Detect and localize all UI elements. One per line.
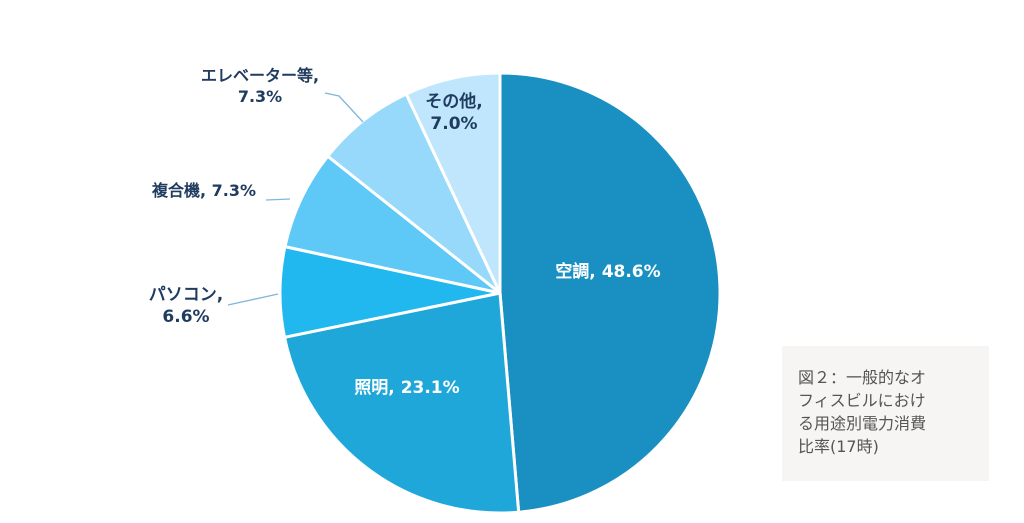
slice-label: 空調, 48.6% bbox=[555, 261, 660, 282]
pie-slice bbox=[283, 291, 521, 515]
slice-label: 複合機, 7.3% bbox=[151, 181, 256, 200]
slice-labels: 空調, 48.6% 照明, 23.1% パソコン, 6.6% 複合機, 7.3% エレベー… bbox=[149, 66, 661, 398]
slice-label: パソコン, 6.6% bbox=[149, 285, 223, 327]
pie-slice bbox=[326, 92, 502, 295]
leader-line bbox=[227, 293, 279, 306]
caption-line: る用途別電力消費 bbox=[798, 414, 927, 433]
slice-label: 照明, 23.1% bbox=[354, 378, 459, 398]
leader-line bbox=[324, 92, 364, 123]
pie-slices bbox=[278, 71, 722, 515]
pie-slice bbox=[404, 71, 502, 295]
pie-slice bbox=[283, 154, 502, 295]
caption-box: 図２：一般的なオ フィスビルにおけ る用途別電力消費 比率(17時) bbox=[782, 346, 989, 481]
caption-line: フィスビルにおけ bbox=[798, 391, 926, 410]
caption-line: 比率(17時) bbox=[798, 437, 879, 456]
leader-line bbox=[265, 198, 291, 201]
slice-label: その他, 7.0% bbox=[425, 91, 482, 134]
slice-label: エレベーター等, 7.3% bbox=[201, 66, 319, 106]
pie-slice bbox=[498, 71, 722, 514]
leader-lines bbox=[227, 92, 364, 306]
caption-line: 図２：一般的なオ bbox=[798, 368, 927, 387]
